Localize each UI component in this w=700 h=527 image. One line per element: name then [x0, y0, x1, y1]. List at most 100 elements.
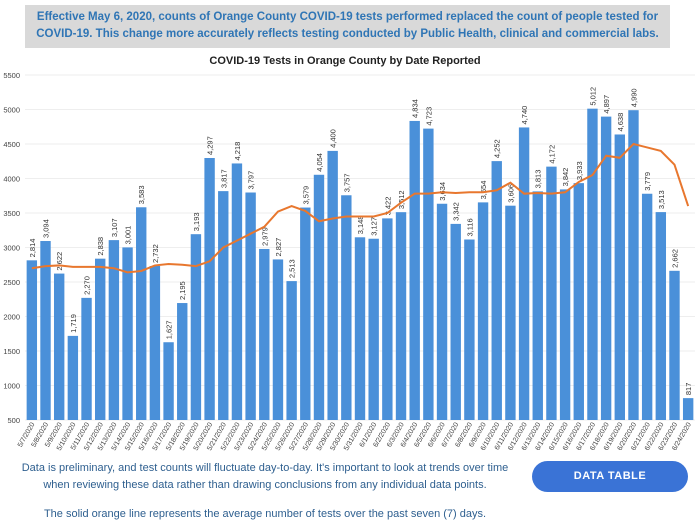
data-label: 3,193 — [192, 212, 201, 231]
data-label: 4,834 — [411, 99, 420, 118]
data-label: 3,797 — [247, 171, 256, 190]
bar — [190, 234, 202, 420]
data-label: 3,422 — [383, 197, 392, 216]
bar — [26, 260, 38, 420]
y-tick-label: 2000 — [3, 313, 20, 322]
data-label: 4,218 — [233, 142, 242, 161]
bar — [218, 191, 229, 420]
data-label: 3,094 — [42, 219, 51, 238]
data-label: 3,127 — [370, 217, 379, 236]
data-label: 3,842 — [561, 168, 570, 187]
data-label: 2,622 — [55, 252, 64, 271]
note: Data is preliminary, and test counts wil… — [21, 462, 509, 491]
data-label: 2,838 — [96, 237, 105, 256]
bar — [231, 163, 243, 420]
y-tick-label: 1000 — [3, 382, 20, 391]
bar — [40, 241, 51, 420]
bar — [163, 342, 174, 420]
bar — [655, 212, 667, 420]
bar — [53, 273, 65, 420]
data-label: 4,054 — [315, 153, 324, 172]
bar — [409, 120, 420, 420]
bar — [81, 297, 92, 420]
data-label: 4,723 — [424, 107, 433, 126]
data-table-button[interactable]: DATA TABLE — [532, 461, 688, 492]
bar — [286, 281, 297, 420]
y-tick-label: 3000 — [3, 244, 20, 253]
bar — [300, 207, 311, 420]
bar — [354, 237, 366, 420]
data-label: 3,606 — [506, 184, 515, 203]
y-tick-label: 5500 — [3, 71, 20, 80]
data-label: 2,662 — [670, 249, 679, 268]
data-label: 4,252 — [493, 139, 502, 158]
bar — [259, 248, 270, 420]
bar — [136, 207, 147, 420]
bar — [505, 205, 516, 420]
y-tick-label: 2500 — [3, 278, 20, 287]
data-label: 3,757 — [342, 173, 351, 192]
data-label: 3,107 — [110, 218, 119, 237]
data-label: 2,979 — [260, 227, 269, 246]
data-label: 4,740 — [520, 106, 529, 125]
bar — [382, 218, 393, 420]
data-label: 817 — [684, 383, 693, 396]
data-label: 3,513 — [657, 190, 666, 209]
bar — [518, 127, 530, 420]
data-label: 2,827 — [274, 238, 283, 257]
banner: Effective May 6, 2020, counts of Orange … — [25, 5, 670, 48]
average-line — [31, 142, 690, 274]
bar — [177, 303, 188, 420]
bar — [450, 223, 461, 420]
bar — [204, 158, 215, 420]
y-tick-label: 500 — [7, 416, 20, 425]
bar — [108, 240, 120, 420]
data-label: 3,001 — [124, 226, 133, 245]
y-tick-label: 1500 — [3, 347, 20, 356]
bar — [614, 134, 625, 420]
bar — [628, 110, 639, 420]
data-label: 2,513 — [288, 259, 297, 278]
data-label: 1,627 — [165, 320, 174, 339]
bar — [641, 193, 653, 420]
bar — [245, 192, 256, 420]
data-label: 4,400 — [329, 129, 338, 148]
data-label: 4,638 — [616, 113, 625, 132]
bar — [272, 259, 284, 420]
data-label: 3,148 — [356, 216, 365, 235]
data-label: 3,116 — [465, 218, 474, 236]
bar — [600, 116, 612, 421]
bar — [491, 161, 502, 420]
data-label: 3,813 — [534, 170, 543, 189]
chart-title: COVID-19 Tests in Orange County by Date … — [209, 55, 480, 67]
bar — [149, 265, 161, 420]
bar — [546, 166, 557, 420]
data-label: 1,719 — [69, 314, 78, 333]
bar — [313, 174, 325, 420]
bar — [67, 335, 79, 420]
data-label: 4,897 — [602, 95, 611, 114]
bar — [95, 258, 106, 420]
data-label: 2,732 — [151, 244, 160, 263]
y-tick-label: 4000 — [3, 175, 20, 184]
bar — [477, 202, 489, 420]
bar — [573, 183, 584, 420]
data-label: 3,654 — [479, 181, 488, 200]
bar — [122, 247, 133, 420]
bar — [368, 238, 379, 420]
data-label: 2,270 — [83, 276, 92, 295]
y-tick-label: 5000 — [3, 106, 20, 115]
bar — [395, 212, 407, 420]
data-label: 3,817 — [219, 169, 228, 188]
bar — [532, 191, 543, 420]
bar — [327, 150, 338, 420]
data-label: 3,579 — [301, 186, 310, 205]
data-label: 4,297 — [206, 136, 215, 155]
data-label: 4,990 — [629, 88, 638, 107]
data-label: 2,195 — [178, 281, 187, 300]
y-tick-label: 3500 — [3, 209, 20, 218]
data-label: 5,012 — [588, 87, 597, 106]
bar — [464, 239, 475, 420]
